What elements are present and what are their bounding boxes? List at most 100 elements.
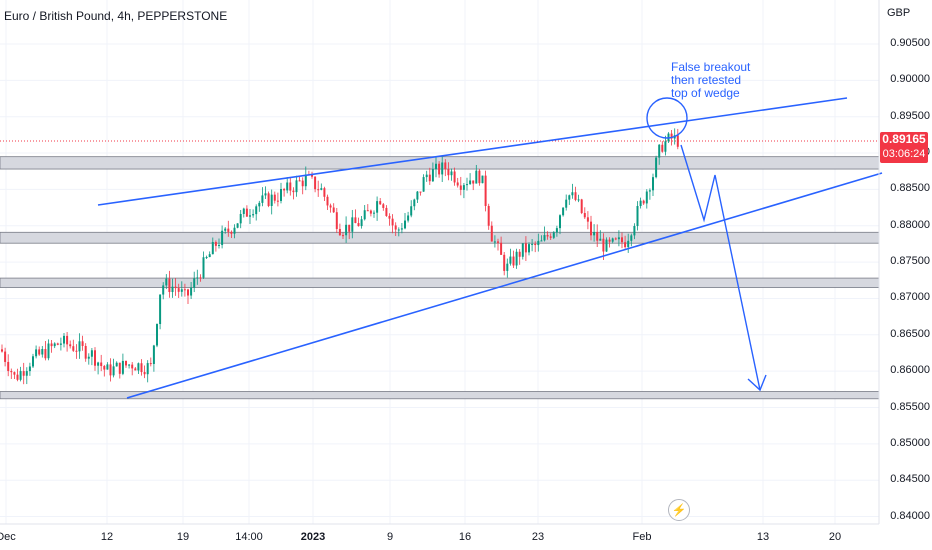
- price-zone: [0, 277, 880, 288]
- candle-body: [574, 192, 577, 200]
- candle-body: [320, 188, 323, 190]
- price-tick-label: 0.88500: [890, 182, 930, 195]
- candle-body: [388, 215, 391, 219]
- price-zone: [0, 391, 880, 400]
- candle-body: [32, 356, 34, 367]
- candle-body: [605, 239, 608, 252]
- candle-body: [78, 341, 81, 352]
- candle-body: [100, 362, 103, 367]
- candle-body: [75, 350, 78, 352]
- candle-body: [425, 174, 428, 178]
- candle-body: [497, 241, 499, 243]
- candle-body: [90, 350, 93, 357]
- candle-body: [10, 371, 13, 373]
- candle-body: [187, 289, 189, 296]
- candle-body: [583, 213, 586, 218]
- candle-body: [329, 205, 332, 208]
- chart-annotation[interactable]: False breakout then retested top of wedg…: [671, 61, 761, 100]
- candle-body: [156, 324, 158, 346]
- candle-body: [438, 163, 441, 175]
- candle-body: [304, 174, 307, 187]
- candle-body: [258, 202, 261, 207]
- price-tick-label: 0.85500: [890, 400, 930, 413]
- candle-body: [614, 238, 617, 240]
- candle-body: [580, 199, 583, 214]
- candle-body: [376, 201, 379, 213]
- candle-body: [645, 191, 648, 204]
- time-tick-label: Dec: [0, 531, 16, 543]
- candle-body: [171, 286, 174, 293]
- candle-body: [456, 182, 459, 186]
- candle-body: [140, 363, 143, 373]
- candle-body: [205, 257, 208, 259]
- candle-body: [202, 257, 205, 278]
- candle-body: [242, 208, 245, 214]
- candle-body: [630, 235, 633, 241]
- annotation-line-3: top of wedge: [671, 86, 740, 100]
- candle-body: [261, 195, 264, 203]
- price-tick-label: 0.90000: [890, 73, 930, 86]
- candle-body: [565, 199, 568, 208]
- candle-body: [218, 244, 220, 246]
- candle-body: [617, 237, 620, 240]
- candle-body: [363, 210, 366, 220]
- candle-body: [137, 363, 140, 371]
- candle-body: [289, 182, 292, 191]
- candle-body: [478, 170, 481, 184]
- candle-body: [621, 237, 623, 243]
- candle-body: [149, 363, 152, 365]
- candle-body: [280, 188, 282, 201]
- candle-body: [400, 228, 403, 230]
- candle-body: [602, 238, 605, 252]
- candle-body: [509, 256, 512, 264]
- candle-body: [503, 254, 506, 271]
- time-tick-label: 14:00: [235, 531, 263, 543]
- candle-body: [50, 343, 53, 347]
- candle-body: [568, 195, 571, 200]
- price-tick-label: 0.86000: [890, 364, 930, 377]
- annotation-line-2: then retested: [671, 73, 742, 87]
- candle-body: [419, 191, 422, 193]
- candle-body: [311, 174, 313, 177]
- candle-body: [404, 220, 406, 229]
- candle-body: [255, 206, 258, 215]
- candle-body: [627, 240, 630, 248]
- candle-body: [661, 144, 664, 152]
- candle-body: [221, 230, 224, 245]
- candle-body: [103, 366, 106, 370]
- candle-body: [298, 180, 301, 182]
- wedge-lower-line: [126, 172, 883, 399]
- candle-body: [586, 217, 589, 222]
- candle-body: [354, 217, 357, 224]
- candle-body: [7, 361, 10, 372]
- candle-body: [459, 185, 462, 190]
- candle-body: [66, 335, 69, 345]
- candle-body: [115, 362, 118, 367]
- candle-body: [487, 205, 490, 226]
- candle-body: [596, 231, 599, 241]
- candle-body: [335, 212, 338, 229]
- candle-body: [283, 188, 286, 191]
- candle-body: [450, 171, 453, 176]
- candle-body: [345, 224, 348, 236]
- lightning-icon[interactable]: ⚡: [668, 499, 690, 521]
- candle-body: [500, 242, 503, 255]
- candle-body: [416, 191, 419, 200]
- candle-body: [56, 343, 59, 345]
- candle-countdown: 03:06:24: [882, 148, 926, 160]
- candle-body: [323, 188, 326, 197]
- price-tick-label: 0.88000: [890, 218, 930, 231]
- candle-body: [196, 277, 199, 279]
- candle-body: [577, 199, 580, 201]
- candle-body: [546, 235, 549, 237]
- breakout-circle: [646, 97, 688, 139]
- candle-body: [227, 228, 230, 232]
- candle-body: [642, 200, 645, 204]
- price-zone: [0, 231, 880, 244]
- candle-body: [481, 175, 484, 184]
- candle-body: [636, 206, 639, 227]
- time-tick-label: 12: [100, 531, 114, 543]
- time-tick-label: 23: [531, 531, 545, 543]
- candle-body: [41, 349, 44, 355]
